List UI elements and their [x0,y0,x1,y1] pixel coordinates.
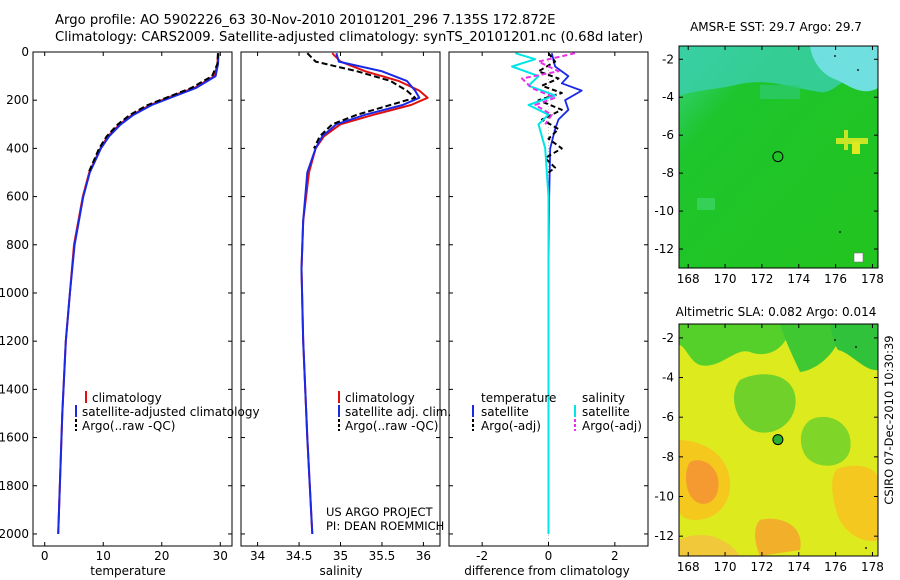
sla-map-axes: 168 170 172 174 176 178 -2 -4 -6 -8 -10 -12 [654,324,884,574]
series-line-difference-salt_satellite [511,52,557,534]
series-line-temperature-argo [87,53,219,173]
legend-temp-satellite-label: satellite [481,405,529,419]
map-y-tick-label: -10 [654,490,674,504]
y-tick-label: 1200 [0,334,29,348]
credit-timestamp: CSIRO 07-Dec-2010 10:30:39 [882,335,896,504]
legend-salt-satellite-label: satellite [582,405,630,419]
map-y-tick-label: -12 [654,242,674,256]
map-x-tick-label: 178 [861,560,884,574]
sla-argo-location-marker [772,434,784,446]
legend-climatology-label: climatology [92,391,162,405]
x-tick-label: 0 [545,549,553,563]
sla-map-frame [678,323,879,557]
map-y-tick-label: -8 [662,166,674,180]
y-tick-label: 1800 [0,479,29,493]
temperature-series [57,53,220,535]
map-x-tick-label: 174 [787,272,810,286]
x-tick-label: 2 [611,549,619,563]
map-x-tick-label: 176 [824,560,847,574]
temperature-axes [32,51,233,547]
x-tick-label: 34 [250,549,265,563]
salinity-axes [240,51,441,547]
temperature-legend: climatology satellite-adjusted climatolo… [75,391,260,433]
figure-title-line2: Climatology: CARS2009. Satellite-adjuste… [55,30,644,45]
legend-temp-argo-label: Argo(-adj) [481,419,541,433]
series-line-temperature-satellite [57,53,220,535]
sst-map-frame [678,45,879,269]
map-x-tick-label: 172 [750,560,773,574]
difference-xlabel: difference from climatology [464,564,630,578]
legend-argo-label: Argo(..raw -QC) [82,419,175,433]
x-tick-label: 10 [96,549,111,563]
sst-argo-location-marker [772,151,784,163]
y-tick-label: 400 [6,141,29,155]
difference-series [511,52,583,534]
map-y-tick-label: -12 [654,529,674,543]
salinity-legend: climatology satellite adj. clim. Argo(..… [338,391,451,433]
map-x-tick-label: 178 [861,272,884,286]
x-tick-label: 34.5 [286,549,313,563]
legend-temperature-title: temperature [481,391,556,405]
y-tick-label: 2000 [0,527,29,541]
legend-satellite-label: satellite adj. clim. [345,405,451,419]
x-tick-label: 30 [213,549,228,563]
map-y-tick-label: -8 [662,450,674,464]
x-tick-label: 36 [416,549,431,563]
map-y-tick-label: -6 [662,410,674,424]
legend-salt-argo-label: Argo(-adj) [582,419,642,433]
map-x-tick-label: 174 [787,560,810,574]
y-tick-label: 1400 [0,382,29,396]
project-line2: PI: DEAN ROEMMICH [326,519,444,533]
x-tick-label: 35.5 [369,549,396,563]
map-x-tick-label: 168 [677,272,700,286]
map-y-tick-label: -2 [662,52,674,66]
map-x-tick-label: 170 [714,560,737,574]
map-x-tick-label: 172 [750,272,773,286]
map-x-tick-label: 168 [677,560,700,574]
sla-map-title: Altimetric SLA: 0.082 Argo: 0.014 [676,305,877,319]
y-tick-label: 800 [6,238,29,252]
project-line1: US ARGO PROJECT [326,505,434,519]
y-tick-label: 1000 [0,286,29,300]
legend-salinity-title: salinity [582,391,625,405]
series-line-salinity-satellite [300,52,421,535]
salinity-xlabel: salinity [319,564,362,578]
y-tick-label: 0 [21,45,29,59]
map-y-tick-label: -10 [654,204,674,218]
map-y-tick-label: -6 [662,128,674,142]
map-x-tick-label: 170 [714,272,737,286]
y-tick-label: 600 [6,190,29,204]
x-tick-label: 35 [333,549,348,563]
profile-axes: 0 10 20 30020040060080010001200140016001800… [0,45,648,563]
x-tick-label: 20 [154,549,169,563]
sst-map-axes: 168 170 172 174 176 178 -2 -4 -6 -8 -10 -12 [654,46,884,286]
salinity-series [300,52,429,535]
map-y-tick-label: -4 [662,371,674,385]
map-x-tick-label: 176 [824,272,847,286]
figure-title-line1: Argo profile: AO 5902226_63 30-Nov-2010 … [55,13,556,28]
map-y-tick-label: -4 [662,90,674,104]
series-line-difference-salt_argo [521,52,576,125]
legend-climatology-label: climatology [345,391,415,405]
map-y-tick-label: -2 [662,331,674,345]
x-tick-label: 0 [41,549,49,563]
y-tick-label: 200 [6,93,29,107]
series-line-salinity-argo [306,52,417,149]
sst-map-image [679,46,878,268]
temperature-xlabel: temperature [90,564,165,578]
x-tick-label: -2 [476,549,488,563]
legend-satellite-label: satellite-adjusted climatology [82,405,260,419]
y-tick-label: 1600 [0,431,29,445]
legend-argo-label: Argo(..raw -QC) [345,419,438,433]
difference-legend: temperature satellite Argo(-adj) salinit… [472,391,642,433]
sst-map-title: AMSR-E SST: 29.7 Argo: 29.7 [690,20,862,34]
